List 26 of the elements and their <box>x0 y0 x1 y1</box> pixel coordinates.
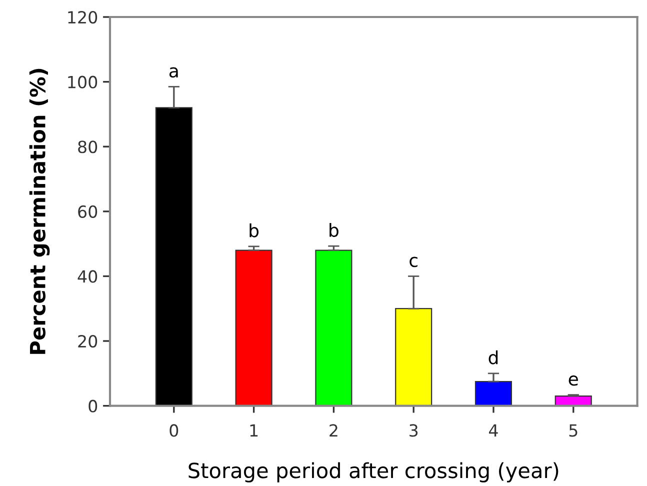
annotation: d <box>488 350 498 364</box>
x-tick-label: 2 <box>330 424 338 437</box>
bar <box>395 308 432 406</box>
annotation: e <box>568 375 578 386</box>
annotation: b <box>250 223 259 238</box>
x-tick-label: 4 <box>489 424 498 437</box>
y-tick-label: 40 <box>78 270 98 283</box>
y-tick-label: 100 <box>68 76 98 88</box>
x-axis-title: Storage period after crossing (year) <box>188 462 558 482</box>
y-tick-label: 0 <box>88 400 98 412</box>
annotation: a <box>169 67 178 78</box>
y-tick-label: 60 <box>78 205 98 218</box>
y-axis-title: Percent germination (%) <box>29 68 50 354</box>
bar <box>155 107 192 406</box>
y-tick-label: 20 <box>78 334 98 348</box>
x-tick-label: 0 <box>170 424 178 437</box>
y-tick-label: 80 <box>78 140 98 154</box>
bar <box>235 250 272 406</box>
x-tick-label: 5 <box>569 424 578 437</box>
bar <box>474 380 512 406</box>
bar <box>315 250 352 406</box>
x-tick-label: 3 <box>410 424 418 437</box>
annotation: c <box>410 256 418 268</box>
annotation: b <box>330 223 338 238</box>
y-tick-label: 120 <box>68 10 98 24</box>
x-tick-label: 1 <box>250 424 258 437</box>
